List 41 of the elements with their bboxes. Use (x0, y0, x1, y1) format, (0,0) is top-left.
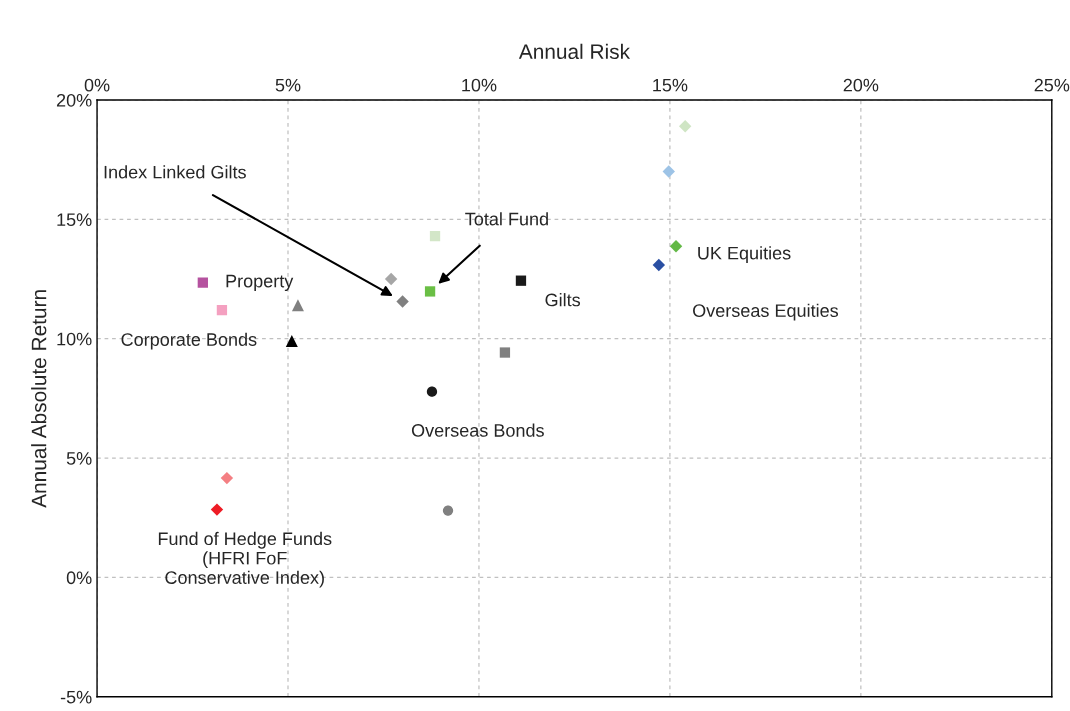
x-tick-label: 10% (462, 78, 497, 92)
y-tick-label: 5% (66, 452, 92, 465)
point (197, 277, 208, 288)
series-label: Gilts (545, 293, 581, 307)
series-label: Corporate Bonds (121, 332, 257, 350)
point (210, 503, 224, 516)
y-tick-label: 10% (57, 332, 92, 346)
text: Index Linked Gilts (104, 165, 246, 179)
series-label: Overseas Bonds (411, 423, 544, 437)
point (285, 335, 298, 348)
y-tick-label: 15% (57, 213, 92, 227)
point (396, 295, 409, 308)
point (220, 471, 234, 485)
point (652, 258, 666, 272)
text: Total Fund (465, 212, 548, 226)
x-tick-label: 5% (275, 78, 301, 92)
point (216, 304, 228, 316)
point (384, 272, 398, 286)
point (429, 230, 441, 242)
text: Overseas Equities (693, 303, 839, 321)
point (662, 165, 675, 178)
text: Fund of Hedge Funds (HFRI FoF Conservative Index) (158, 531, 332, 588)
point (442, 505, 454, 516)
series-label: Property (226, 274, 294, 292)
x-tick-label: 25% (1034, 78, 1070, 92)
point (515, 275, 527, 286)
point (678, 120, 692, 133)
point (291, 299, 304, 312)
y-axis-title: Annual Absolute Return (31, 290, 47, 508)
point (424, 286, 436, 297)
point (499, 347, 511, 358)
x-tick-label: 15% (653, 78, 688, 92)
x-tick-label: 20% (843, 78, 879, 92)
y-tick-label: -5% (60, 690, 92, 704)
y-tick-label: 20% (56, 93, 92, 107)
y-tick-label: 0% (66, 571, 92, 585)
point (426, 386, 438, 397)
series-label: UK Equities (698, 246, 791, 264)
x-tick-label: 0% (84, 78, 110, 92)
point (669, 240, 683, 253)
x-axis-title: Annual Risk (518, 43, 631, 60)
